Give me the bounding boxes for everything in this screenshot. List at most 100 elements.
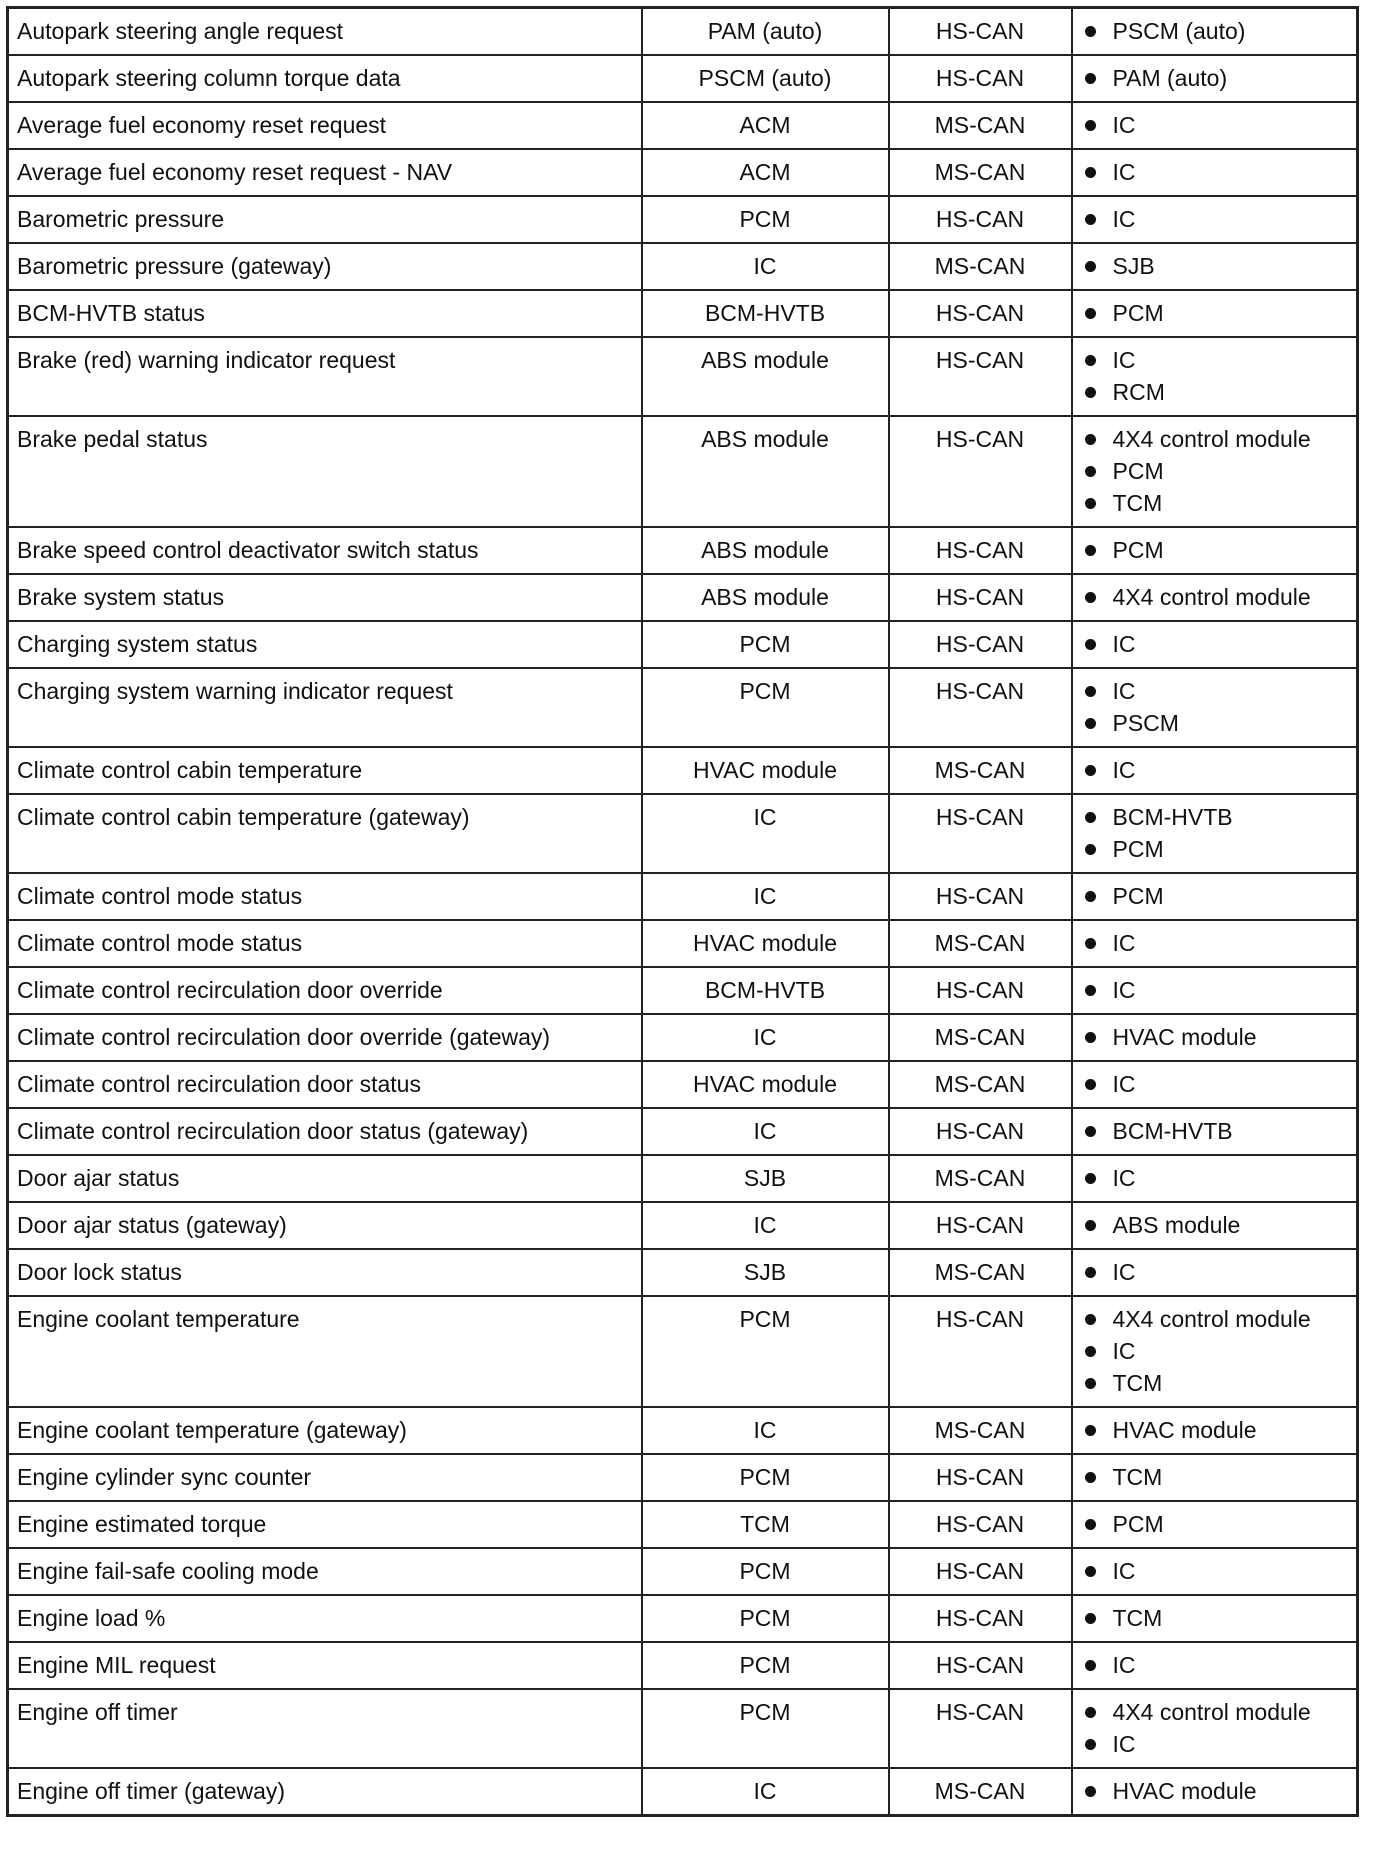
receiver: PCM (1081, 297, 1349, 329)
source-cell: IC (640, 242, 890, 291)
receiver-cell: IC (1070, 966, 1359, 1015)
signal-cell: Engine off timer (6, 1688, 643, 1769)
signal-cell: Brake system status (6, 573, 643, 622)
receiver: ABS module (1081, 1209, 1349, 1241)
receiver: IC (1081, 927, 1349, 959)
network-cell: MS-CAN (887, 1248, 1073, 1297)
source-cell: PCM (640, 667, 890, 748)
table-row: Engine off timer PCM HS-CAN 4X4 control mod… (6, 1688, 1359, 1769)
table-row: Climate control cabin temperature (gatew… (6, 793, 1359, 874)
network-cell: MS-CAN (887, 919, 1073, 968)
table-row: Climate control cabin temperature HVAC mo… (6, 746, 1359, 795)
receiver-cell: PSCM (auto) (1070, 6, 1359, 56)
receiver-list: HVAC module (1081, 1414, 1349, 1446)
receiver-list: IC (1081, 156, 1349, 188)
table-row: Charging system status PCM HS-CAN IC (6, 620, 1359, 669)
signal-cell: Brake (red) warning indicator request (6, 336, 643, 417)
receiver-cell: IC (1070, 1060, 1359, 1109)
source-cell: BCM-HVTB (640, 966, 890, 1015)
receiver-cell: PCM (1070, 1500, 1359, 1549)
network-cell: MS-CAN (887, 1013, 1073, 1062)
table-row: Door lock status SJB MS-CAN IC (6, 1248, 1359, 1297)
receiver-list: PAM (auto) (1081, 62, 1349, 94)
source-cell: ABS module (640, 415, 890, 528)
receiver: PCM (1081, 1508, 1349, 1540)
receiver-list: PCM (1081, 1508, 1349, 1540)
source-cell: HVAC module (640, 1060, 890, 1109)
receiver-cell: IC (1070, 620, 1359, 669)
table-row: Engine MIL request PCM HS-CAN IC (6, 1641, 1359, 1690)
signal-cell: Average fuel economy reset request (6, 101, 643, 150)
source-cell: ABS module (640, 526, 890, 575)
receiver-list: HVAC module (1081, 1775, 1349, 1807)
table-row: Barometric pressure PCM HS-CAN IC (6, 195, 1359, 244)
signal-cell: BCM-HVTB status (6, 289, 643, 338)
receiver-cell: HVAC module (1070, 1767, 1359, 1817)
receiver-list: TCM (1081, 1602, 1349, 1634)
receiver-list: 4X4 control module IC TCM (1081, 1303, 1349, 1399)
signal-cell: Engine cylinder sync counter (6, 1453, 643, 1502)
receiver-cell: HVAC module (1070, 1406, 1359, 1455)
receiver-cell: IC PSCM (1070, 667, 1359, 748)
network-cell: MS-CAN (887, 1406, 1073, 1455)
receiver: BCM-HVTB (1081, 1115, 1349, 1147)
network-cell: HS-CAN (887, 872, 1073, 921)
receiver-cell: 4X4 control module IC TCM (1070, 1295, 1359, 1408)
receiver-list: 4X4 control module (1081, 581, 1349, 613)
receiver-cell: PCM (1070, 872, 1359, 921)
receiver-list: BCM-HVTB PCM (1081, 801, 1349, 865)
source-cell: PAM (auto) (640, 6, 890, 56)
receiver-list: IC (1081, 203, 1349, 235)
network-cell: HS-CAN (887, 336, 1073, 417)
network-cell: MS-CAN (887, 148, 1073, 197)
source-cell: HVAC module (640, 746, 890, 795)
source-cell: PCM (640, 1453, 890, 1502)
network-cell: HS-CAN (887, 620, 1073, 669)
receiver-cell: SJB (1070, 242, 1359, 291)
receiver: 4X4 control module (1081, 581, 1349, 613)
source-cell: PCM (640, 1688, 890, 1769)
table-row: Brake speed control deactivator switch s… (6, 526, 1359, 575)
table-row: BCM-HVTB status BCM-HVTB HS-CAN PCM (6, 289, 1359, 338)
source-cell: IC (640, 793, 890, 874)
source-cell: ABS module (640, 336, 890, 417)
receiver-cell: IC (1070, 101, 1359, 150)
table-row: Climate control recirculation door statu… (6, 1060, 1359, 1109)
signal-cell: Engine coolant temperature (6, 1295, 643, 1408)
receiver: IC (1081, 1068, 1349, 1100)
receiver: IC (1081, 974, 1349, 1006)
network-cell: HS-CAN (887, 1201, 1073, 1250)
source-cell: PSCM (auto) (640, 54, 890, 103)
table-row: Engine estimated torque TCM HS-CAN PCM (6, 1500, 1359, 1549)
receiver: IC (1081, 1256, 1349, 1288)
network-cell: HS-CAN (887, 667, 1073, 748)
receiver-cell: IC (1070, 1547, 1359, 1596)
source-cell: ACM (640, 101, 890, 150)
receiver-cell: BCM-HVTB (1070, 1107, 1359, 1156)
signal-cell: Climate control mode status (6, 919, 643, 968)
receiver: TCM (1081, 1602, 1349, 1634)
receiver-cell: IC (1070, 1641, 1359, 1690)
receiver-list: IC (1081, 1555, 1349, 1587)
signal-cell: Average fuel economy reset request - NAV (6, 148, 643, 197)
table-row: Door ajar status (gateway) IC HS-CAN ABS mo… (6, 1201, 1359, 1250)
source-cell: PCM (640, 195, 890, 244)
receiver: PCM (1081, 455, 1349, 487)
receiver-list: IC (1081, 974, 1349, 1006)
signal-cell: Engine load % (6, 1594, 643, 1643)
network-cell: MS-CAN (887, 1060, 1073, 1109)
receiver: TCM (1081, 487, 1349, 519)
signal-cell: Door ajar status (gateway) (6, 1201, 643, 1250)
source-cell: IC (640, 1107, 890, 1156)
receiver-cell: 4X4 control module PCM TCM (1070, 415, 1359, 528)
network-cell: HS-CAN (887, 1594, 1073, 1643)
receiver-list: PCM (1081, 297, 1349, 329)
receiver-cell: IC (1070, 148, 1359, 197)
receiver: SJB (1081, 250, 1349, 282)
receiver: HVAC module (1081, 1775, 1349, 1807)
receiver: IC (1081, 1728, 1349, 1760)
receiver: IC (1081, 628, 1349, 660)
source-cell: SJB (640, 1154, 890, 1203)
table-row: Climate control recirculation door overr… (6, 966, 1359, 1015)
